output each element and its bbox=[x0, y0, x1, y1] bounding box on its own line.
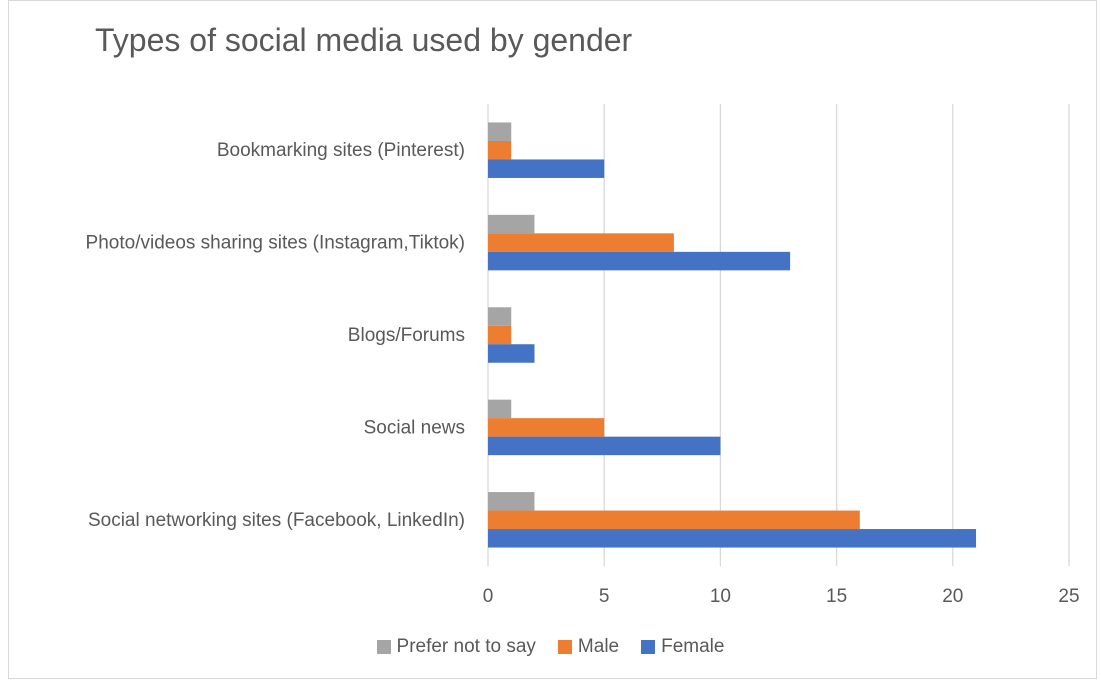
legend-swatch bbox=[376, 640, 391, 654]
bar-female bbox=[488, 436, 721, 456]
category-label: Photo/videos sharing sites (Instagram,Ti… bbox=[86, 233, 465, 254]
x-tick-label: 10 bbox=[710, 586, 731, 607]
bars bbox=[488, 122, 977, 548]
bar-male bbox=[488, 510, 860, 530]
bar-female bbox=[488, 344, 535, 363]
category-labels: Social networking sites (Facebook, Linke… bbox=[86, 140, 465, 531]
category-label: Bookmarking sites (Pinterest) bbox=[217, 140, 465, 161]
bar-prefer-not-to-say bbox=[488, 307, 512, 326]
legend-label: Female bbox=[661, 636, 725, 657]
category-label: Blogs/Forums bbox=[348, 325, 465, 346]
bar-male bbox=[488, 418, 605, 437]
x-tick-label: 5 bbox=[599, 586, 610, 607]
chart-title: Types of social media used by gender bbox=[95, 22, 633, 58]
bar-female bbox=[488, 529, 977, 548]
legend: Prefer not to say Male Female bbox=[0, 636, 1101, 658]
legend-label: Male bbox=[577, 636, 620, 657]
legend-item: Female bbox=[641, 636, 724, 658]
category-label: Social news bbox=[364, 417, 465, 438]
x-tick-label: 25 bbox=[1058, 586, 1079, 607]
legend-swatch bbox=[557, 640, 572, 654]
bar-prefer-not-to-say bbox=[488, 399, 512, 419]
x-tick-labels: 0 5 10 15 20 25 bbox=[483, 586, 1080, 607]
bar-male bbox=[488, 233, 674, 252]
bar-male bbox=[488, 140, 512, 160]
x-tick-label: 20 bbox=[942, 586, 963, 607]
x-tick-label: 15 bbox=[826, 586, 847, 607]
bar-prefer-not-to-say bbox=[488, 492, 535, 511]
legend-swatch bbox=[641, 640, 656, 654]
bar-female bbox=[488, 251, 791, 271]
bar-prefer-not-to-say bbox=[488, 214, 535, 234]
legend-label: Prefer not to say bbox=[396, 636, 536, 657]
legend-item: Male bbox=[557, 636, 620, 658]
bar-male bbox=[488, 325, 512, 345]
chart-frame bbox=[8, 0, 1097, 679]
category-label: Social networking sites (Facebook, Linke… bbox=[88, 510, 465, 531]
legend-item: Prefer not to say bbox=[376, 636, 536, 658]
x-tick-label: 0 bbox=[483, 586, 494, 607]
gridlines bbox=[487, 104, 1070, 566]
bar-prefer-not-to-say bbox=[488, 122, 512, 141]
bar-female bbox=[488, 159, 605, 178]
